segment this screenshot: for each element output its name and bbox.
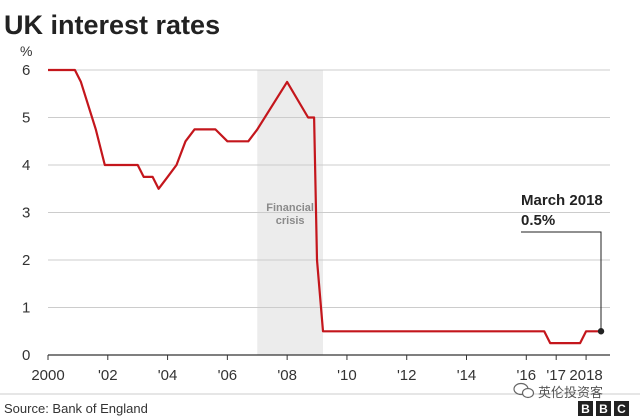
gridlines — [48, 69, 610, 356]
y-tick-label: 1 — [22, 300, 30, 317]
shaded-region-label-line1: Financial — [266, 202, 314, 214]
x-tick-label: 2018 — [569, 367, 602, 384]
annotation-leader-line — [521, 231, 602, 332]
x-tick-label: '08 — [277, 367, 297, 384]
x-tick-labels: 2000 '02 '04 '06 '08 '10 '12 '14 '16 '17 2018 — [31, 355, 603, 384]
source-note: Source: Bank of England — [4, 401, 148, 416]
x-tick-label: '16 — [517, 367, 537, 384]
x-tick-label: '02 — [98, 367, 118, 384]
chart-title: UK interest rates — [4, 10, 220, 40]
y-tick-label: 5 — [22, 110, 30, 127]
x-tick-label: '06 — [218, 367, 238, 384]
bbc-letter-3: C — [617, 402, 626, 416]
bbc-logo: B B C — [578, 401, 629, 416]
y-tick-label: 0 — [22, 347, 30, 364]
annotation-value: 0.5% — [521, 212, 555, 229]
x-tick-label: '10 — [337, 367, 357, 384]
annotation-point — [597, 328, 605, 335]
x-tick-label: '12 — [397, 367, 417, 384]
y-tick-label: 2 — [22, 252, 30, 269]
y-tick-label: 4 — [22, 157, 30, 174]
y-axis-label: % — [20, 43, 32, 59]
y-tick-labels: 0 1 2 3 4 5 6 — [22, 62, 30, 364]
y-tick-label: 3 — [22, 205, 30, 222]
annotation-date: March 2018 — [521, 192, 603, 209]
wechat-icon — [513, 382, 535, 399]
series-line — [48, 68, 601, 345]
x-tick-label: '04 — [158, 367, 178, 384]
bbc-letter-2: B — [599, 402, 608, 416]
bbc-letter-1: B — [581, 402, 590, 416]
x-tick-label: 2000 — [31, 367, 64, 384]
watermark-text: 英伦投资客 — [538, 385, 603, 401]
x-tick-label: '17 — [546, 367, 566, 384]
y-tick-label: 6 — [22, 62, 30, 79]
shaded-region-label-line2: crisis — [276, 215, 305, 227]
x-tick-label: '14 — [457, 367, 477, 384]
